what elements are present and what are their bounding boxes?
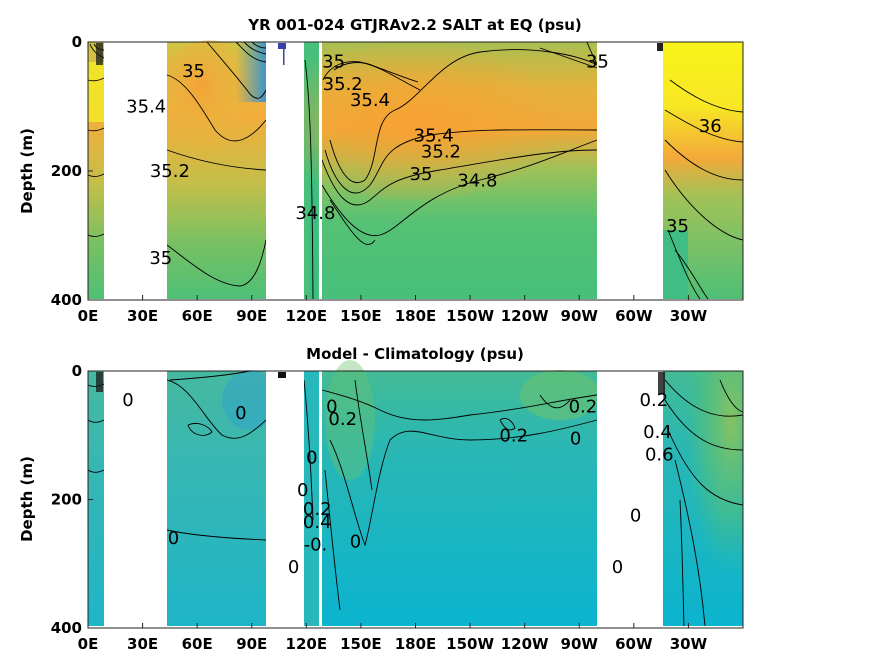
difference-field: [88, 360, 743, 626]
difference-x-tick-label: 30W: [670, 635, 708, 653]
difference-y-tick-label: 400: [51, 619, 82, 637]
difference-x-tick-label: 0E: [78, 635, 99, 653]
salinity-contour-label: 35.4: [350, 90, 390, 111]
salinity-x-tick-label: 90W: [561, 307, 599, 325]
difference-x-tick-label: 150W: [446, 635, 494, 653]
land-mask-bottom: [104, 371, 663, 626]
difference-contour-label: 0.4: [643, 422, 672, 443]
salinity-contour-label: 35.4: [126, 97, 166, 118]
difference-x-ticks: 0E 30E 60E 90E 120E 150E 180E 150W 120W 90W 60W 30W: [78, 623, 708, 653]
difference-y-tick-label: 200: [51, 491, 82, 509]
salinity-x-tick-label: 180E: [395, 307, 437, 325]
difference-contour-label: 0: [168, 528, 179, 549]
salinity-x-tick-label: 150E: [340, 307, 382, 325]
salinity-contour-label: 35: [410, 164, 433, 185]
salinity-contour-label: 35: [666, 216, 689, 237]
salinity-contour-label: 35.2: [323, 74, 363, 95]
difference-x-tick-label: 30E: [127, 635, 158, 653]
difference-x-tick-label: 180E: [395, 635, 437, 653]
salinity-contour-label: 34.8: [295, 203, 335, 224]
salinity-x-tick-label: 30W: [670, 307, 708, 325]
difference-contour-label: 0.4: [303, 512, 332, 533]
difference-contour-label: 0: [297, 480, 308, 501]
difference-x-tick-label: 150E: [340, 635, 382, 653]
salinity-contour-label: 35: [182, 61, 205, 82]
difference-x-tick-label: 120E: [286, 635, 328, 653]
difference-contour-label: 0.2: [640, 390, 669, 411]
salinity-contour-label: 35: [149, 248, 172, 269]
difference-contour-label: 0.2: [569, 396, 598, 417]
salinity-x-tick-label: 60E: [182, 307, 213, 325]
difference-contour-label: -0.: [304, 534, 328, 555]
difference-contours: [87, 370, 744, 627]
salinity-x-tick-label: 150W: [446, 307, 494, 325]
difference-x-tick-label: 60W: [615, 635, 653, 653]
salinity-contour-label: 35: [322, 51, 345, 72]
difference-panel: Model - Climatology (psu): [18, 345, 744, 653]
salinity-contour-label: 35.2: [421, 142, 461, 163]
difference-contour-label: 0: [326, 396, 337, 417]
difference-contour-label: 0.2: [328, 409, 357, 430]
difference-contour-label: 0.2: [499, 425, 528, 446]
difference-contour-label: 0: [288, 557, 299, 578]
salinity-y-tick-label: 400: [51, 291, 82, 309]
salinity-x-tick-label: 90E: [236, 307, 267, 325]
salinity-contour-label: 35.2: [150, 161, 190, 182]
difference-contour-label: 0: [612, 557, 623, 578]
salinity-x-tick-label: 0E: [78, 307, 99, 325]
difference-x-tick-label: 90E: [236, 635, 267, 653]
difference-chart-title: Model - Climatology (psu): [306, 345, 524, 363]
difference-contour-label: 0: [570, 428, 581, 449]
difference-y-axis-label: Depth (m): [18, 456, 36, 542]
salinity-x-tick-label: 120E: [286, 307, 328, 325]
difference-x-tick-label: 90W: [561, 635, 599, 653]
salinity-y-tick-label: 0: [72, 33, 82, 51]
salinity-contour-label: 36: [699, 116, 722, 137]
salinity-contour-label: 35.4: [414, 126, 454, 147]
salinity-contours: [87, 41, 744, 300]
salinity-panel: YR 001-024 GTJRAv2.2 SALT at EQ (psu): [18, 16, 744, 325]
difference-contour-label: 0: [235, 403, 246, 424]
difference-x-tick-label: 120W: [501, 635, 549, 653]
difference-y-tick-label: 0: [72, 362, 82, 380]
salinity-chart-title: YR 001-024 GTJRAv2.2 SALT at EQ (psu): [247, 16, 582, 34]
salinity-x-ticks: 0E 30E 60E 90E 120E 150E 180E 150W 120W 90W 60W 30W: [78, 295, 708, 325]
difference-contour-label: 0.2: [303, 499, 332, 520]
salinity-y-axis-label: Depth (m): [18, 128, 36, 214]
land-mask: [104, 42, 663, 301]
salinity-x-tick-label: 60W: [615, 307, 653, 325]
difference-contour-label: 0: [350, 531, 361, 552]
salinity-x-tick-label: 30E: [127, 307, 158, 325]
difference-contour-label: 0.6: [645, 445, 674, 466]
salinity-x-tick-label: 120W: [501, 307, 549, 325]
difference-x-tick-label: 60E: [182, 635, 213, 653]
difference-contour-label: 0: [306, 448, 317, 469]
salinity-contour-label: 35: [586, 51, 609, 72]
difference-y-ticks: 0 200 400: [51, 362, 93, 637]
salinity-y-tick-label: 200: [51, 162, 82, 180]
difference-contour-label: 0: [122, 390, 133, 411]
salinity-contour-label: 34.8: [457, 171, 497, 192]
difference-contour-label: 0: [630, 506, 641, 527]
salinity-y-ticks: 0 200 400: [51, 33, 93, 309]
